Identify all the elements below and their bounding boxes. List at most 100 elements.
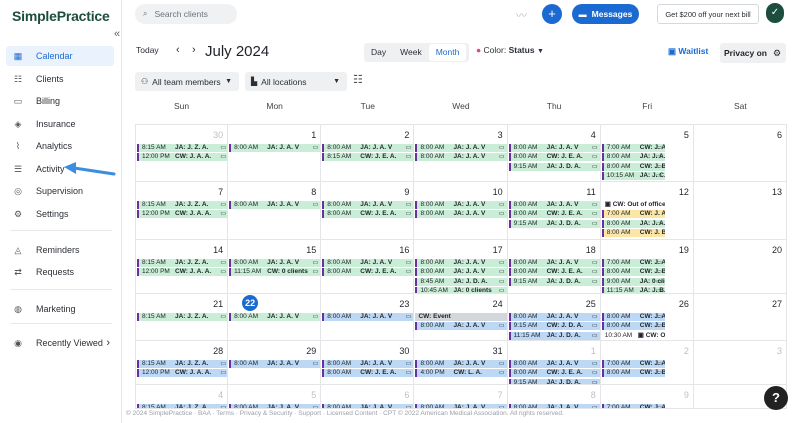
promo-button[interactable]: Get $200 off your next bill (657, 4, 759, 24)
day-cell[interactable]: 10 8:00 AM JA: J. A. V ▭ 8:00 AM JA: J. A. V ▭ (414, 182, 508, 240)
appointment-chip[interactable]: 8:15 AM JA: J. Z. A. ▭ (137, 259, 228, 267)
day-cell[interactable]: 6 8:00 AM JA: J. A. V ▭ (321, 385, 415, 409)
appointment-chip[interactable]: ▣ CW: Out of office (601, 201, 665, 209)
appointment-chip[interactable]: 12:00 PM CW: J. A. A. ▭ (137, 268, 228, 277)
appointment-chip[interactable]: 8:00 AM JA: J. A. V ▭ (415, 322, 507, 331)
appointment-chip[interactable]: 10:45 AM JA: 0 clients ▭ (415, 286, 507, 293)
appointment-chip[interactable]: CW: Event (415, 313, 507, 321)
day-cell[interactable]: 1 8:00 AM JA: J. A. V ▭ (228, 124, 322, 182)
messages-button[interactable]: ▬ Messages (572, 4, 639, 24)
day-cell[interactable]: 24 CW: Event 8:00 AM JA: J. A. V ▭ (414, 294, 508, 341)
sidebar-item-requests[interactable]: ⇄ Requests (6, 262, 114, 282)
appointment-chip[interactable]: 7:00 AM CW: J. A. (601, 210, 665, 219)
appointment-chip[interactable]: 8:00 AM CW: J. B. A.▭ (601, 369, 665, 378)
sidebar-item-recently-viewed[interactable]: ◉ Recently Viewed › (6, 333, 114, 353)
day-cell[interactable]: 8 8:00 AM JA: J. A. V ▭ (228, 182, 322, 240)
sidebar-item-billing[interactable]: ▭ Billing (6, 91, 114, 111)
appointment-chip[interactable]: 8:00 AM CW: J. E. A. ▭ (508, 369, 600, 378)
appointment-chip[interactable]: 12:00 PM CW: J. A. A. ▭ (137, 153, 228, 162)
appointment-chip[interactable]: 8:00 AM CW: J. E. A. ▭ (322, 268, 414, 277)
appointment-chip[interactable]: 8:00 AM JA: J. A. V ▭ (322, 259, 414, 267)
appointment-chip[interactable]: 11:15 AM CW: 0 clients ▭ (229, 268, 321, 277)
appointment-chip[interactable]: 8:00 AM JA: J. A. V ▭ (322, 201, 414, 209)
waitlist-button[interactable]: ▣ Waitlist (668, 46, 708, 57)
appointment-chip[interactable]: 8:00 AM JA: J. A. V ▭ (415, 360, 507, 368)
appointment-chip[interactable]: 9:15 AM JA: J. D. A. ▭ (508, 277, 600, 286)
today-button[interactable]: Today (136, 45, 159, 55)
appointment-chip[interactable]: 8:00 AM JA: J. A. V ▭ (322, 144, 414, 152)
appointment-chip[interactable]: 8:00 AM JA: J. A. V ▭ (415, 201, 507, 209)
sidebar-item-insurance[interactable]: ◈ Insurance (6, 114, 114, 134)
appointment-chip[interactable]: 8:00 AM JA: J. A. V ▭ (322, 360, 414, 368)
color-dropdown[interactable]: ● Color: Status ▼ (476, 45, 544, 55)
day-cell[interactable]: 13 (693, 182, 788, 240)
sidebar-item-calendar[interactable]: ▦ Calendar (6, 46, 114, 66)
appointment-chip[interactable]: 9:15 AM JA: J. D. A. ▭ (508, 219, 600, 228)
team-members-filter[interactable]: ⚇ All team members ▼ (135, 72, 239, 91)
appointment-chip[interactable]: 8:00 AM CW: J. B. A.▭ (601, 162, 665, 171)
appointment-chip[interactable]: 8:00 AM CW: J. B. A. (601, 228, 665, 237)
appointment-chip[interactable]: 10:15 AM JA: J. C. A.▭ (601, 171, 665, 180)
appointment-chip[interactable]: 8:00 AM CW: J. E. A. ▭ (322, 210, 414, 219)
appointment-chip[interactable]: 8:00 AM JA: J. A. V ▭ (229, 313, 321, 321)
day-cell[interactable]: 29 8:00 AM JA: J. A. V ▭ (228, 341, 322, 385)
appointment-chip[interactable]: 9:15 AM JA: J. D. A. ▭ (508, 378, 600, 384)
appointment-chip[interactable]: 8:00 AM JA: J. A. V ▭ (415, 144, 507, 152)
day-cell[interactable]: 6 (693, 124, 788, 182)
appointment-chip[interactable]: 8:00 AM CW: J. E. A. ▭ (322, 369, 414, 378)
appointment-chip[interactable]: 8:00 AM JA: J. A. V ▭ (508, 313, 600, 321)
appointment-chip[interactable]: 4:00 PM CW: L. A. ▭ (415, 369, 507, 378)
appointment-chip[interactable]: 8:15 AM CW: J. E. A. ▭ (322, 153, 414, 162)
day-cell[interactable]: 31 8:00 AM JA: J. A. V ▭ 4:00 PM CW: L. A. ▭ (414, 341, 508, 385)
appointment-chip[interactable]: 8:15 AM JA: J. Z. A. ▭ (137, 404, 228, 408)
day-cell[interactable]: 1 8:00 AM JA: J. A. V ▭ 8:00 AM CW: J. E. A. ▭… (507, 341, 601, 385)
view-tab-month[interactable]: Month (428, 44, 467, 61)
appointment-chip[interactable]: 8:00 AM JA: J. A. V ▭ (229, 144, 321, 152)
sidebar-item-supervision[interactable]: ◎ Supervision (6, 181, 114, 201)
day-cell[interactable]: 20 (693, 240, 788, 294)
trend-icon[interactable]: 〰 (516, 10, 527, 22)
appointment-chip[interactable]: 8:00 AM JA: J. A. V ▭ (229, 201, 321, 209)
sidebar-item-marketing[interactable]: ◍ Marketing (6, 299, 114, 319)
day-cell[interactable]: 11 8:00 AM JA: J. A. V ▭ 8:00 AM CW: J. E. A.… (507, 182, 601, 240)
day-cell[interactable]: 23 8:00 AM JA: J. A. V ▭ (321, 294, 415, 341)
day-cell[interactable]: 16 8:00 AM JA: J. A. V ▭ 8:00 AM CW: J. E. A.… (321, 240, 415, 294)
appointment-chip[interactable]: 7:00 AM CW: J. A.▭ (601, 360, 665, 368)
appointment-chip[interactable]: 8:00 AM JA: J. A. V ▭ (508, 259, 600, 267)
appointment-chip[interactable]: 8:15 AM JA: J. Z. A. ▭ (137, 313, 228, 321)
day-cell[interactable]: 2 8:00 AM JA: J. A. V ▭ 8:15 AM CW: J. E. A. ▭ (321, 124, 415, 182)
appointment-chip[interactable]: 9:00 AM JA: 0 clients▭ (601, 277, 665, 286)
day-cell[interactable]: 14 8:15 AM JA: J. Z. A. ▭ 12:00 PM CW: J. A. … (135, 240, 229, 294)
calendar-settings-icon[interactable]: ☷ (353, 74, 363, 86)
prev-month-icon[interactable]: ‹ (176, 44, 180, 56)
sidebar-item-analytics[interactable]: ⌇ Analytics (6, 136, 114, 156)
appointment-chip[interactable]: 8:00 AM JA: J. A. V ▭ (229, 259, 321, 267)
collapse-sidebar-icon[interactable]: « (114, 28, 121, 40)
day-cell[interactable]: 21 8:15 AM JA: J. Z. A. ▭ (135, 294, 229, 341)
appointment-chip[interactable]: 8:00 AM JA: J. A. V ▭ (508, 404, 600, 408)
appointment-chip[interactable]: 8:45 AM JA: J. D. A. ▭ (415, 277, 507, 286)
day-cell[interactable]: 4 8:15 AM JA: J. Z. A. ▭ (135, 385, 229, 409)
day-cell[interactable]: 8 8:00 AM JA: J. A. V ▭ (507, 385, 601, 409)
day-cell[interactable]: 5 8:00 AM JA: J. A. V ▭ (228, 385, 322, 409)
appointment-chip[interactable]: 7:00 AM CW: J. A.▭ (601, 404, 665, 408)
day-cell[interactable]: 9 8:00 AM JA: J. A. V ▭ 8:00 AM CW: J. E. A. ▭ (321, 182, 415, 240)
view-tab-day[interactable]: Day (371, 47, 387, 57)
day-cell[interactable]: 28 8:15 AM JA: J. Z. A. ▭ 12:00 PM CW: J. A. … (135, 341, 229, 385)
locations-filter[interactable]: ▙ All locations ▼ (245, 72, 347, 91)
day-cell[interactable]: 15 8:00 AM JA: J. A. V ▭ 11:15 AM CW: 0 clien… (228, 240, 322, 294)
appointment-chip[interactable]: 12:00 PM CW: J. A. A. ▭ (137, 369, 228, 378)
privacy-toggle[interactable]: Privacy on ⚙ (720, 43, 786, 63)
day-cell[interactable]: 17 8:00 AM JA: J. A. V ▭ 8:00 AM JA: J. A. V ▭… (414, 240, 508, 294)
day-cell[interactable]: 4 8:00 AM JA: J. A. V ▭ 8:00 AM CW: J. E. A. ▭… (507, 124, 601, 182)
appointment-chip[interactable]: 8:00 AM JA: J. A. V ▭ (415, 153, 507, 162)
simplepractice-logo[interactable]: SimplePractice (12, 8, 110, 24)
appointment-chip[interactable]: 8:00 AM CW: J. E. A. ▭ (508, 153, 600, 162)
appointment-chip[interactable]: 11:15 AM JA: J. B. A.▭ (601, 286, 665, 293)
appointment-chip[interactable]: 8:00 AM JA: J. A. V ▭ (508, 201, 600, 209)
